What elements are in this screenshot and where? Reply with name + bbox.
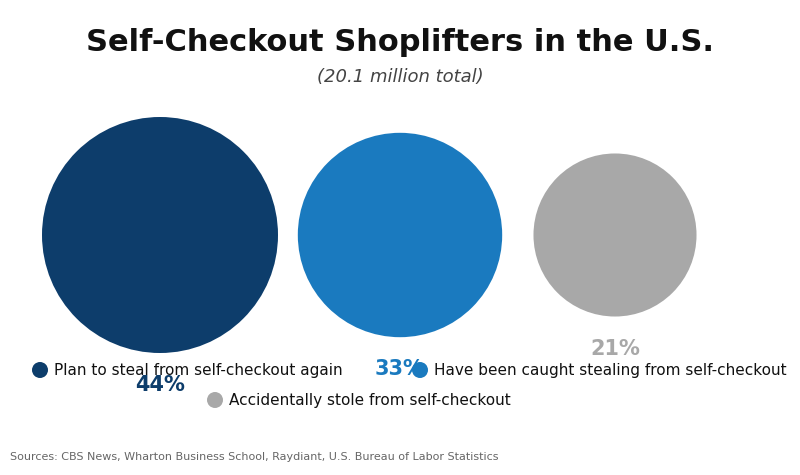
Text: 21%: 21% [590, 339, 640, 359]
Ellipse shape [534, 153, 697, 316]
Ellipse shape [298, 133, 502, 337]
Text: 44%: 44% [135, 375, 185, 395]
Text: Accidentally stole from self-checkout: Accidentally stole from self-checkout [229, 392, 510, 408]
Circle shape [32, 362, 48, 378]
Text: 33%: 33% [375, 359, 425, 379]
Text: Plan to steal from self-checkout again: Plan to steal from self-checkout again [54, 362, 342, 378]
Circle shape [207, 392, 223, 408]
Circle shape [412, 362, 428, 378]
Text: Sources: CBS News, Wharton Business School, Raydiant, U.S. Bureau of Labor Stati: Sources: CBS News, Wharton Business Scho… [10, 452, 498, 462]
Text: Self-Checkout Shoplifters in the U.S.: Self-Checkout Shoplifters in the U.S. [86, 28, 714, 57]
Ellipse shape [42, 117, 278, 353]
Text: (20.1 million total): (20.1 million total) [317, 68, 483, 86]
Text: Have been caught stealing from self-checkout: Have been caught stealing from self-chec… [434, 362, 786, 378]
